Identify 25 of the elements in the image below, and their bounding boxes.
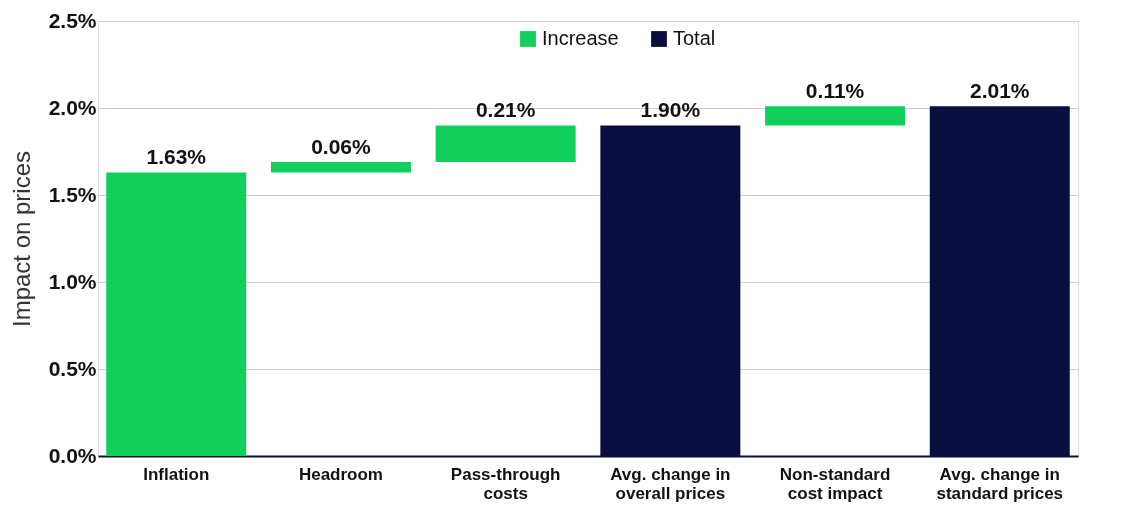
x-tick-label: Non-standard cost impact (779, 464, 891, 503)
y-tick-label: 0.5% (48, 356, 97, 380)
x-tick-label: Avg. change in overall prices (610, 464, 731, 503)
y-tick-label: 2.0% (48, 95, 97, 119)
legend-label: Increase (542, 27, 619, 49)
y-tick-label: 1.5% (48, 182, 97, 206)
bar (765, 106, 906, 126)
text: 1.63% (146, 145, 207, 169)
x-tick-label: Pass-through costs (450, 464, 561, 503)
text: 0.11% (805, 79, 865, 103)
bar (435, 125, 576, 162)
x-tick-label: Inflation (143, 464, 210, 484)
legend-label: Total (673, 27, 716, 49)
y-axis-title: Impact on prices (7, 150, 35, 328)
bar (270, 161, 411, 173)
text: 2.01% (969, 79, 1030, 103)
x-tick-label: Headroom (298, 464, 383, 484)
text: 1.90% (640, 98, 701, 122)
x-tick-label: Avg. change in standard prices (936, 464, 1064, 503)
y-tick-label: 2.5% (48, 8, 97, 32)
text: 0.21% (475, 98, 536, 122)
y-tick-label: 0.0% (48, 443, 97, 467)
bar (106, 172, 247, 456)
y-tick-label: 1.0% (48, 269, 97, 293)
text: 0.06% (311, 134, 371, 158)
